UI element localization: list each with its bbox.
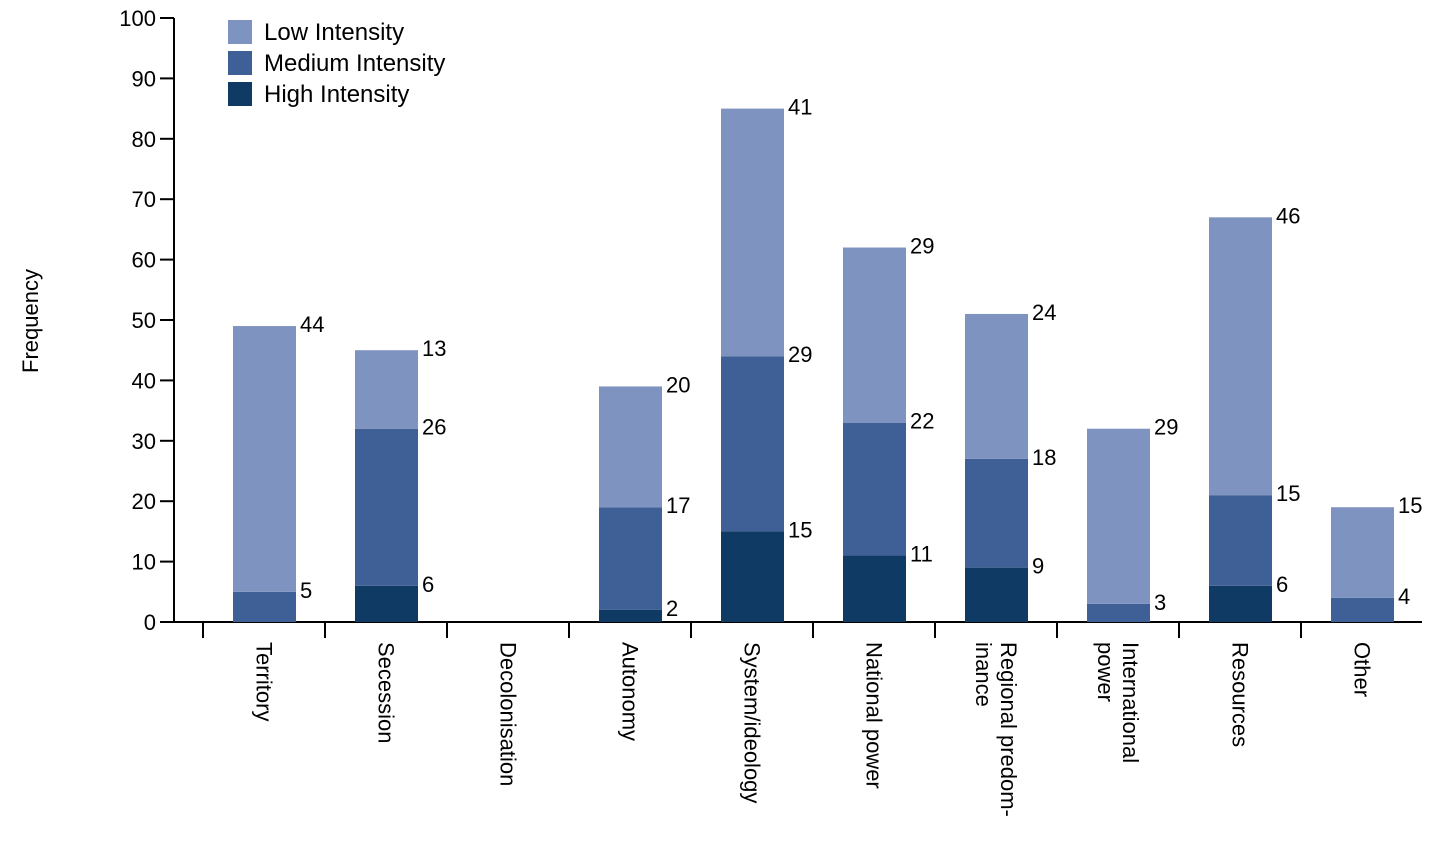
legend-label: High Intensity [264, 81, 409, 108]
x-tick-label: Decolonisation [496, 642, 521, 786]
data-label: 4 [1398, 584, 1410, 609]
axes: 0 10 20 30 40 50 60 70 80 90 100 Territory Secession… [119, 6, 1422, 817]
legend-swatch [228, 20, 252, 44]
bar-segment-medium-intensity [233, 591, 296, 622]
x-tick-label: Other [1350, 642, 1375, 697]
bar-segment-high-intensity [721, 531, 784, 622]
x-tick-label: power [1093, 642, 1118, 702]
y-tick-label: 90 [132, 66, 156, 91]
bar-segment-low-intensity [233, 326, 296, 592]
data-label: 2 [666, 596, 678, 621]
x-tick-label: Secession [374, 642, 399, 744]
bar-segment-medium-intensity [843, 422, 906, 556]
x-tick-label: System/ideology [740, 642, 765, 803]
legend: Low Intensity Medium Intensity High Intens… [228, 19, 445, 108]
data-labels: 5 44 6 26 13 2 17 20 15 29 41 11 22 29 9 18 24 3 29 6 15 46 4 1… [300, 95, 1422, 621]
legend-swatch [228, 82, 252, 106]
x-tick-label: inance [971, 642, 996, 707]
x-tick-label: Regional predom- [996, 642, 1021, 817]
bar-segment-high-intensity [843, 555, 906, 622]
data-label: 26 [422, 415, 446, 440]
y-tick-label: 80 [132, 127, 156, 152]
y-tick-label: 20 [132, 489, 156, 514]
bar-segment-high-intensity [965, 567, 1028, 622]
data-label: 6 [422, 572, 434, 597]
data-label: 24 [1032, 300, 1056, 325]
bar-segment-low-intensity [965, 313, 1028, 459]
bar-segment-low-intensity [843, 247, 906, 423]
data-label: 18 [1032, 445, 1056, 470]
bar-segment-low-intensity [1209, 217, 1272, 496]
data-label: 15 [788, 517, 812, 542]
bar-segment-medium-intensity [1087, 603, 1150, 622]
y-tick-label: 100 [119, 6, 156, 31]
legend-swatch [228, 51, 252, 75]
data-label: 3 [1154, 590, 1166, 615]
data-label: 6 [1276, 572, 1288, 597]
data-label: 20 [666, 372, 690, 397]
y-tick-label: 10 [132, 550, 156, 575]
x-tick-label: Territory [252, 642, 277, 721]
y-tick-label: 50 [132, 308, 156, 333]
bar-segment-medium-intensity [599, 507, 662, 610]
data-label: 15 [1398, 493, 1422, 518]
bar-segment-low-intensity [721, 108, 784, 357]
data-label: 5 [300, 578, 312, 603]
bar-segment-medium-intensity [355, 428, 418, 586]
bar-segment-high-intensity [355, 585, 418, 622]
data-label: 29 [1154, 415, 1178, 440]
bar-segment-medium-intensity [1209, 495, 1272, 586]
bar-segment-low-intensity [1331, 507, 1394, 598]
data-label: 46 [1276, 203, 1300, 228]
y-axis-title: Frequency [18, 269, 43, 373]
y-tick-label: 60 [132, 248, 156, 273]
legend-label: Medium Intensity [264, 50, 445, 77]
bar-segment-low-intensity [355, 350, 418, 429]
y-tick-label: 70 [132, 187, 156, 212]
bar-segment-medium-intensity [721, 356, 784, 532]
data-label: 41 [788, 95, 812, 120]
x-tick-label: International [1118, 642, 1143, 763]
bars [233, 108, 1394, 622]
data-label: 11 [910, 542, 933, 567]
data-label: 22 [910, 409, 934, 434]
bar-segment-high-intensity [1209, 585, 1272, 622]
y-tick-label: 40 [132, 368, 156, 393]
data-label: 15 [1276, 481, 1300, 506]
bar-segment-high-intensity [599, 609, 662, 622]
data-label: 29 [910, 234, 934, 259]
bar-segment-low-intensity [599, 386, 662, 508]
data-label: 17 [666, 493, 690, 518]
y-tick-label: 0 [144, 610, 156, 635]
data-label: 29 [788, 342, 812, 367]
bar-segment-medium-intensity [1331, 597, 1394, 622]
data-label: 44 [300, 312, 324, 337]
legend-label: Low Intensity [264, 19, 404, 46]
bar-segment-low-intensity [1087, 428, 1150, 604]
x-tick-label: Autonomy [618, 642, 643, 741]
x-tick-label: Resources [1228, 642, 1253, 747]
bar-segment-medium-intensity [965, 458, 1028, 568]
y-tick-label: 30 [132, 429, 156, 454]
data-label: 13 [422, 336, 446, 361]
data-label: 9 [1032, 554, 1044, 579]
x-tick-label: National power [862, 642, 887, 789]
